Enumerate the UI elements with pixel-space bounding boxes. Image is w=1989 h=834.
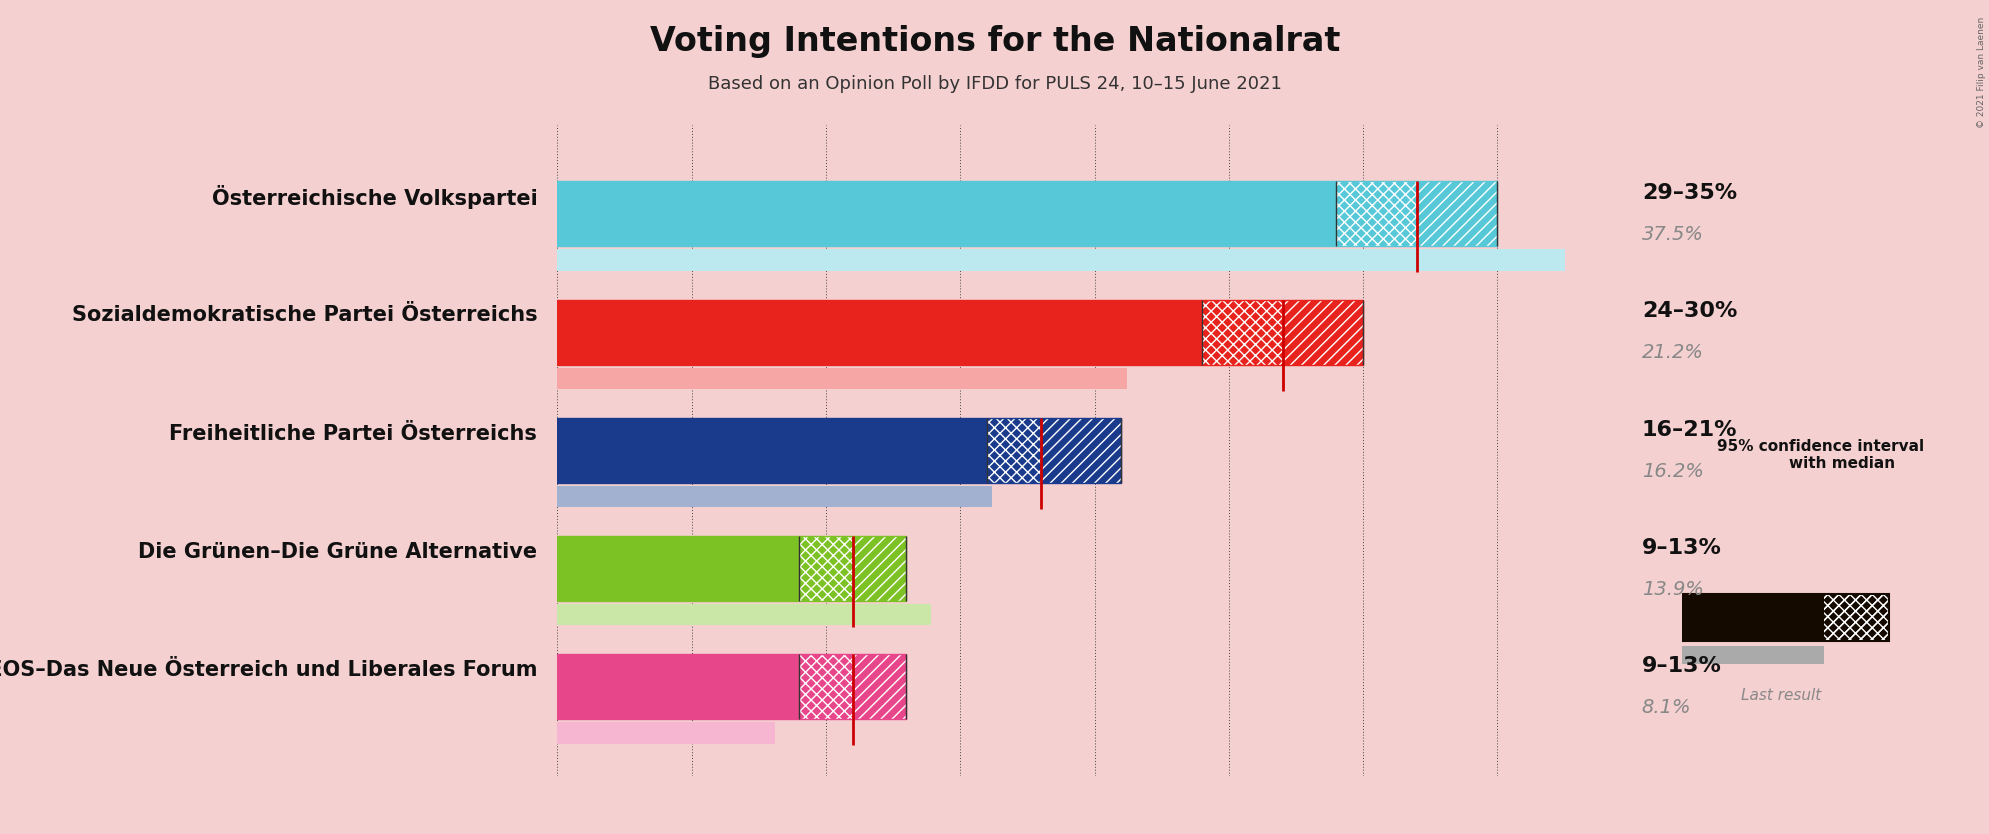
- Bar: [1416, 181, 1498, 246]
- Bar: [987, 418, 1122, 483]
- Bar: [1822, 594, 1888, 641]
- Bar: [1337, 181, 1498, 246]
- Bar: [853, 655, 907, 720]
- Bar: [557, 299, 1362, 364]
- Text: Österreichische Volkspartei: Österreichische Volkspartei: [211, 185, 537, 209]
- Text: 37.5%: 37.5%: [1641, 225, 1703, 244]
- Bar: [1681, 646, 1822, 664]
- Bar: [557, 181, 1498, 246]
- Bar: [557, 655, 907, 720]
- Text: Die Grünen–Die Grüne Alternative: Die Grünen–Die Grüne Alternative: [137, 542, 537, 562]
- Text: 24–30%: 24–30%: [1641, 301, 1736, 321]
- Text: © 2021 Filip van Laenen: © 2021 Filip van Laenen: [1975, 17, 1985, 128]
- Text: 8.1%: 8.1%: [1641, 698, 1691, 717]
- Text: Voting Intentions for the Nationalrat: Voting Intentions for the Nationalrat: [650, 25, 1339, 58]
- Text: 29–35%: 29–35%: [1641, 183, 1736, 203]
- Bar: [1040, 418, 1122, 483]
- Text: Sozialdemokratische Partei Österreichs: Sozialdemokratische Partei Österreichs: [72, 305, 537, 325]
- Bar: [557, 604, 931, 626]
- Bar: [1681, 594, 1822, 641]
- Bar: [1281, 299, 1362, 364]
- Text: NEOS–Das Neue Österreich und Liberales Forum: NEOS–Das Neue Österreich und Liberales F…: [0, 661, 537, 681]
- Bar: [557, 655, 907, 720]
- Text: 21.2%: 21.2%: [1641, 344, 1703, 363]
- Bar: [557, 486, 993, 507]
- Bar: [557, 249, 1563, 270]
- Text: 95% confidence interval
        with median: 95% confidence interval with median: [1717, 439, 1923, 471]
- Text: 9–13%: 9–13%: [1641, 656, 1720, 676]
- Bar: [557, 536, 907, 601]
- Text: Based on an Opinion Poll by IFDD for PULS 24, 10–15 June 2021: Based on an Opinion Poll by IFDD for PUL…: [708, 75, 1281, 93]
- Text: Last result: Last result: [1740, 688, 1820, 703]
- Text: 13.9%: 13.9%: [1641, 580, 1703, 599]
- Bar: [800, 536, 907, 601]
- Bar: [1201, 299, 1362, 364]
- Text: 16–21%: 16–21%: [1641, 420, 1736, 440]
- Bar: [557, 722, 774, 744]
- Text: 16.2%: 16.2%: [1641, 462, 1703, 480]
- Bar: [557, 299, 1362, 364]
- Bar: [557, 536, 907, 601]
- Bar: [557, 418, 1122, 483]
- Bar: [800, 655, 907, 720]
- Bar: [557, 418, 1122, 483]
- Bar: [1822, 594, 1888, 641]
- Bar: [557, 181, 1498, 246]
- Bar: [557, 368, 1126, 389]
- Bar: [853, 536, 907, 601]
- Text: 9–13%: 9–13%: [1641, 538, 1720, 558]
- Bar: [1681, 594, 1888, 641]
- Text: Freiheitliche Partei Österreichs: Freiheitliche Partei Österreichs: [169, 424, 537, 444]
